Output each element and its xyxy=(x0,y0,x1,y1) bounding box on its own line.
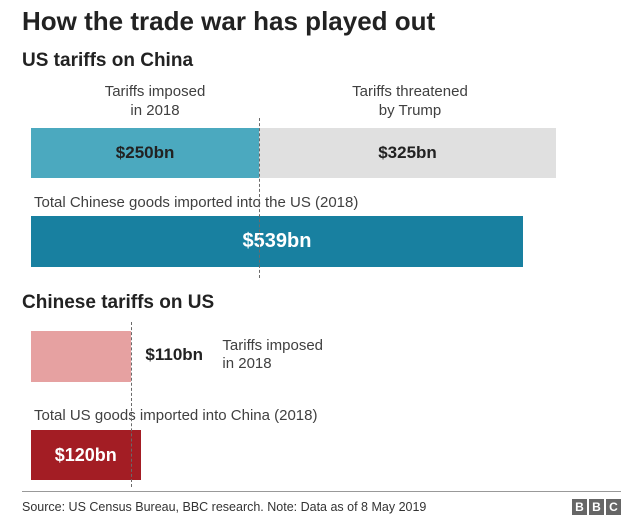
bbc-logo-letter: B xyxy=(572,499,587,515)
us-total-label: Total Chinese goods imported into the US… xyxy=(34,194,359,211)
china-imposed-value: $110bn xyxy=(145,345,204,364)
us-section-title: US tariffs on China xyxy=(22,50,194,71)
source-note: Source: US Census Bureau, BBC research. … xyxy=(22,500,427,514)
china-imposed-label: Tariffs imposed in 2018 xyxy=(222,337,324,372)
us-imposed-bar: $250bn xyxy=(31,128,260,178)
us-threatened-label: Tariffs threatened by Trump xyxy=(352,83,468,119)
bbc-logo-letter: B xyxy=(589,499,604,515)
china-total-label: Total US goods imported into China (2018… xyxy=(34,407,318,424)
china-section-title: Chinese tariffs on US xyxy=(22,292,215,313)
us-total-value: $539bn xyxy=(242,230,312,252)
us-threatened-value: $325bn xyxy=(378,143,437,162)
bbc-logo: B B C xyxy=(572,499,621,515)
china-total-bar: $120bn xyxy=(31,430,141,480)
chart-title: How the trade war has played out xyxy=(22,6,436,36)
us-threatened-bar: $325bn xyxy=(259,128,556,178)
us-imposed-value: $250bn xyxy=(115,143,175,162)
china-divider-line xyxy=(131,322,133,487)
footer-rule xyxy=(22,491,621,492)
us-imposed-label: Tariffs imposed in 2018 xyxy=(104,83,206,119)
china-total-value: $120bn xyxy=(54,444,117,465)
us-total-bar: $539bn xyxy=(31,216,523,267)
bbc-logo-letter: C xyxy=(606,499,621,515)
us-divider-line xyxy=(259,118,261,278)
china-imposed-bar xyxy=(31,331,132,382)
